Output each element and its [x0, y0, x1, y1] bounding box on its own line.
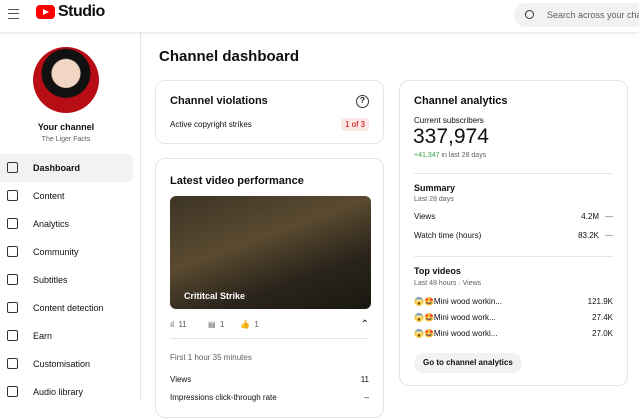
- sidebar-item-analytics[interactable]: Analytics: [0, 210, 133, 238]
- sidebar-item-label: Content detection: [33, 303, 104, 313]
- search-placeholder: Search across your cha: [547, 10, 639, 20]
- likes-stat: 👍 1: [240, 320, 259, 329]
- metric-label: Views: [170, 375, 192, 384]
- card-title: Channel analytics: [414, 95, 508, 107]
- subscriber-count: 337,974: [413, 125, 489, 148]
- channel-analytics-card: Channel analytics Current subscribers 33…: [399, 80, 628, 386]
- trend-icon: —: [605, 231, 613, 240]
- summary-value: 4.2M: [581, 212, 599, 221]
- latest-video-card: Latest video performance Crititcal Strik…: [155, 158, 384, 418]
- card-title: Latest video performance: [170, 175, 304, 187]
- top-video-title[interactable]: 😱🤩Mini wood workin...: [414, 297, 502, 306]
- metric-value: –: [364, 393, 369, 402]
- help-icon[interactable]: ?: [356, 95, 369, 108]
- thumbs-up-icon: 👍: [240, 320, 250, 329]
- change-suffix: in last 28 days: [439, 152, 487, 159]
- top-bar: Studio Search across your cha: [0, 0, 639, 32]
- community-icon: [7, 246, 18, 257]
- top-video-title[interactable]: 😱🤩Mini wood work...: [414, 313, 496, 322]
- top-video-views: 27.4K: [592, 313, 613, 322]
- sidebar-item-audio-library[interactable]: Audio library: [0, 378, 133, 406]
- top-videos-period: Last 48 hours · Views: [414, 280, 482, 287]
- avatar[interactable]: [33, 47, 99, 113]
- wand-icon: [7, 358, 18, 369]
- card-title: Channel violations: [170, 95, 268, 107]
- video-thumbnail[interactable]: Crititcal Strike: [170, 196, 371, 309]
- summary-label: Views: [414, 212, 436, 221]
- comments-count: 1: [220, 320, 225, 329]
- dashboard-icon: [7, 162, 18, 173]
- comment-icon: ▤: [208, 320, 216, 329]
- content-icon: [7, 190, 18, 201]
- sidebar-item-label: Analytics: [33, 219, 70, 229]
- sidebar-item-subtitles[interactable]: Subtitles: [0, 266, 133, 294]
- subtitles-icon: [7, 274, 18, 285]
- top-video-views: 121.9K: [587, 297, 613, 306]
- summary-value: 83.2K: [578, 231, 599, 240]
- sidebar-item-earn[interactable]: Earn: [0, 322, 133, 350]
- youtube-logo-icon[interactable]: [36, 5, 55, 19]
- sidebar-item-content-detection[interactable]: Content detection: [0, 294, 133, 322]
- sidebar: Your channel The Liger Facts Dashboard Co…: [0, 32, 141, 400]
- top-video-title[interactable]: 😱🤩Mini wood worki...: [414, 329, 498, 338]
- menu-icon[interactable]: [8, 9, 19, 19]
- divider: [170, 338, 369, 339]
- comments-stat: ▤ 1: [208, 320, 224, 329]
- sidebar-item-label: Dashboard: [33, 163, 81, 173]
- top-videos-title: Top videos: [414, 266, 461, 276]
- go-to-analytics-button[interactable]: Go to channel analytics: [414, 353, 522, 373]
- bar-chart-icon: ıl: [170, 320, 174, 329]
- analytics-icon: [7, 218, 18, 229]
- audio-library-icon: [7, 386, 18, 397]
- views-count: 11: [178, 320, 187, 329]
- metric-value: 11: [360, 375, 369, 384]
- sidebar-item-content[interactable]: Content: [0, 182, 133, 210]
- likes-count: 1: [254, 320, 259, 329]
- divider: [414, 173, 613, 174]
- search-icon: [525, 10, 534, 19]
- your-channel-label: Your channel: [37, 122, 95, 132]
- strikes-badge: 1 of 3: [340, 118, 369, 131]
- change-value: +41,347: [414, 152, 440, 159]
- video-title: Crititcal Strike: [184, 291, 246, 301]
- strikes-label: Active copyright strikes: [170, 120, 252, 129]
- views-stat: ıl 11: [170, 320, 187, 329]
- brand: Studio: [58, 3, 105, 20]
- sidebar-item-label: Earn: [33, 331, 53, 341]
- sidebar-item-label: Audio library: [33, 387, 84, 397]
- sidebar-item-label: Customisation: [33, 359, 91, 369]
- trend-icon: —: [605, 212, 613, 221]
- summary-title: Summary: [414, 183, 456, 193]
- summary-period: Last 28 days: [414, 196, 454, 203]
- page-title: Channel dashboard: [159, 48, 300, 65]
- sidebar-item-community[interactable]: Community: [0, 238, 133, 266]
- subscriber-change: +41,347 in last 28 days: [414, 152, 486, 159]
- sidebar-item-label: Community: [33, 247, 79, 257]
- divider: [414, 256, 613, 257]
- sidebar-item-label: Content: [33, 191, 65, 201]
- sidebar-item-customisation[interactable]: Customisation: [0, 350, 133, 378]
- top-video-views: 27.0K: [592, 329, 613, 338]
- sidebar-item-dashboard[interactable]: Dashboard: [0, 154, 133, 182]
- copyright-icon: [7, 302, 18, 313]
- channel-violations-card: Channel violations ? Active copyright st…: [155, 80, 384, 144]
- chevron-up-icon[interactable]: ⌃: [360, 319, 369, 330]
- dollar-icon: [7, 330, 18, 341]
- sidebar-item-label: Subtitles: [33, 275, 68, 285]
- period: First 1 hour 35 minutes: [170, 353, 252, 362]
- subscribers-label: Current subscribers: [414, 116, 484, 125]
- channel-name: The Liger Facts: [41, 136, 91, 143]
- search-input[interactable]: Search across your cha: [514, 3, 639, 27]
- metric-label: Impressions click-through rate: [170, 393, 277, 402]
- summary-label: Watch time (hours): [414, 231, 482, 240]
